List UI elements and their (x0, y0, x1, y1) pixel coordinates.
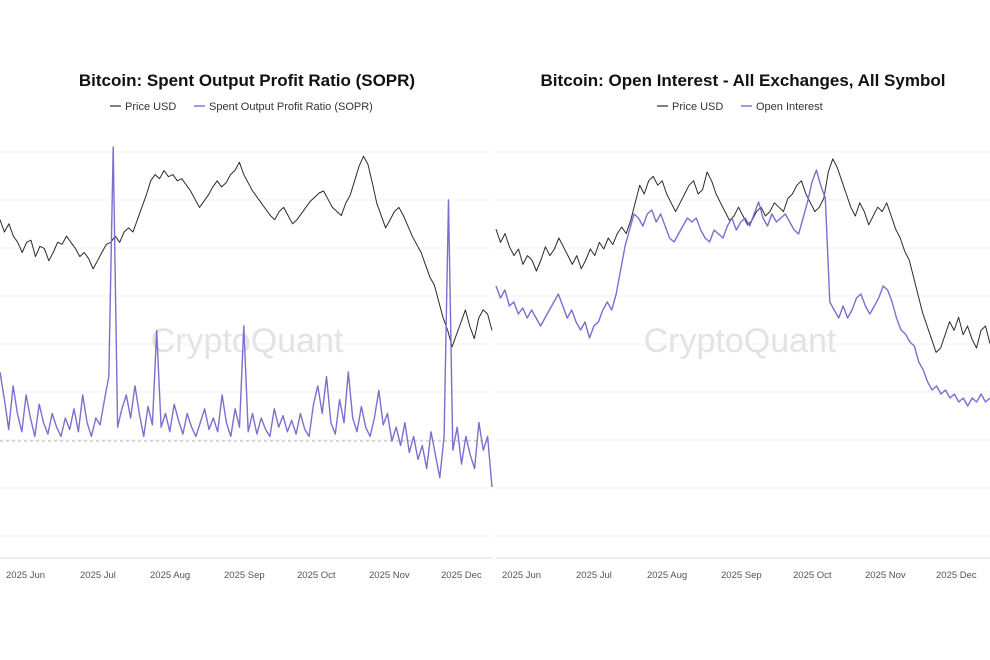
x-tick-label: 2025 Sep (224, 570, 265, 581)
sopr-legend: Price USD Spent Output Profit Ratio (SOP… (110, 101, 373, 113)
sopr-chart-panel: Bitcoin: Spent Output Profit Ratio (SOPR… (0, 71, 493, 581)
oi-legend-price-label: Price USD (672, 101, 723, 113)
sopr-watermark: CryptoQuant (151, 322, 344, 360)
sopr-gridlines (0, 151, 492, 537)
oi-legend: Price USD Open Interest (657, 101, 823, 113)
oi-legend-oi-label: Open Interest (756, 101, 823, 113)
oi-gridlines (496, 151, 990, 537)
sopr-legend-sopr-label: Spent Output Profit Ratio (SOPR) (209, 101, 373, 113)
sopr-ratio-series (0, 146, 493, 488)
x-tick-label: 2025 Jul (80, 570, 116, 581)
sopr-price-series (0, 155, 493, 348)
x-tick-label: 2025 Dec (441, 570, 482, 581)
x-tick-label: 2025 Nov (369, 570, 410, 581)
sopr-x-ticks: 2025 Jun 2025 Jul 2025 Aug 2025 Sep 2025 Oct… (6, 570, 482, 581)
x-tick-label: 2025 Aug (150, 570, 190, 581)
oi-price-series (495, 158, 990, 353)
sopr-series-line-price (0, 155, 493, 348)
oi-series-line-metric (495, 169, 990, 407)
x-tick-label: 2025 Dec (936, 570, 977, 581)
sopr-legend-price-label: Price USD (125, 101, 176, 113)
x-tick-label: 2025 Jun (502, 570, 541, 581)
oi-x-ticks: 2025 Jun 2025 Jul 2025 Aug 2025 Sep 2025 Oct… (502, 570, 977, 581)
x-tick-label: 2025 Jun (6, 570, 45, 581)
x-tick-label: 2025 Jul (576, 570, 612, 581)
x-tick-label: 2025 Oct (793, 570, 832, 581)
x-tick-label: 2025 Oct (297, 570, 336, 581)
oi-open-interest-series (495, 169, 990, 407)
sopr-chart-title: Bitcoin: Spent Output Profit Ratio (SOPR… (79, 71, 415, 90)
oi-chart-title: Bitcoin: Open Interest - All Exchanges, … (541, 71, 946, 90)
open-interest-chart-panel: Bitcoin: Open Interest - All Exchanges, … (495, 71, 990, 581)
x-tick-label: 2025 Sep (721, 570, 762, 581)
sopr-series-line-metric (0, 146, 493, 488)
oi-watermark: CryptoQuant (644, 322, 837, 360)
x-tick-label: 2025 Aug (647, 570, 687, 581)
x-tick-label: 2025 Nov (865, 570, 906, 581)
